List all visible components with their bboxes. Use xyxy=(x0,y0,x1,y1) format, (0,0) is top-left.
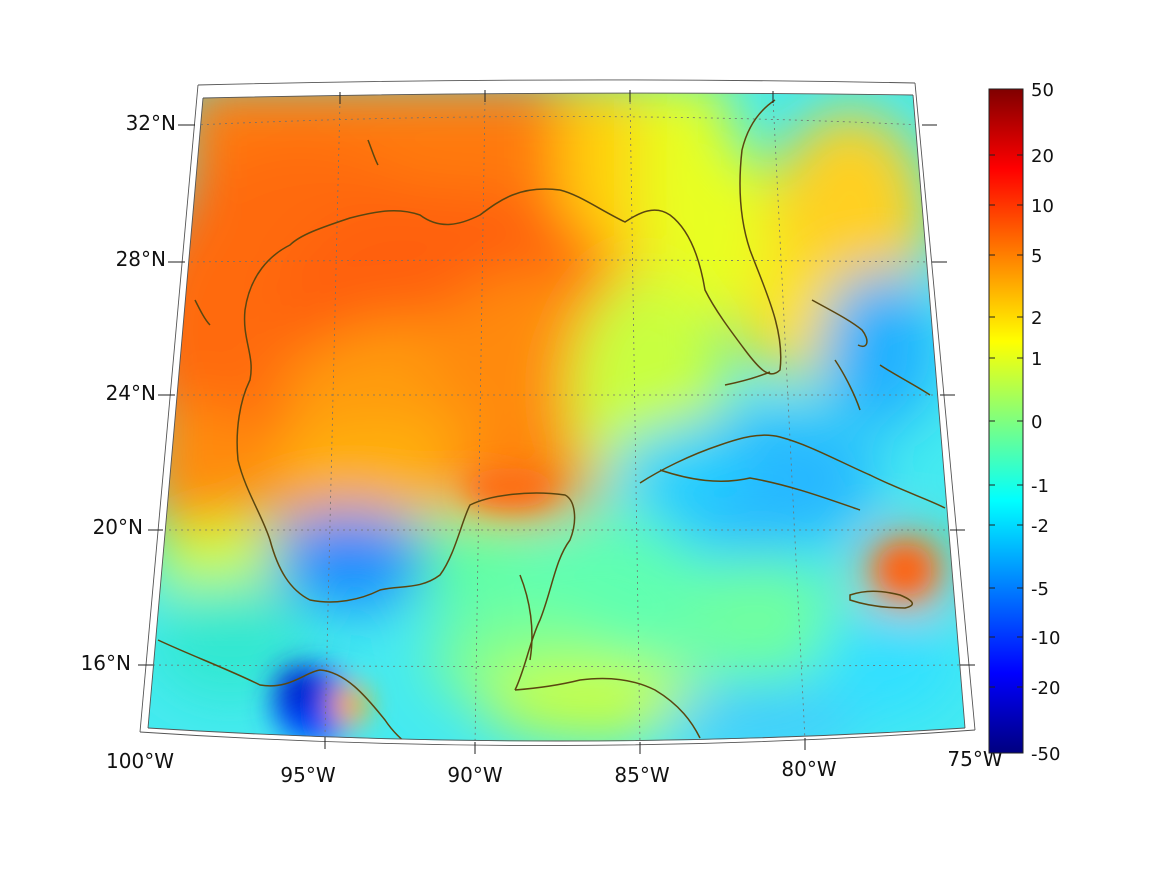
colorbar-label: -20 xyxy=(1031,678,1060,699)
coastlines xyxy=(157,99,946,742)
colorbar-ticks xyxy=(989,154,1023,688)
colorbar-label: 1 xyxy=(1031,349,1042,370)
graticule xyxy=(152,95,961,742)
lon-label: 80°W xyxy=(781,757,836,781)
lon-label: 100°W xyxy=(106,749,174,773)
lat-label: 24°N xyxy=(106,381,156,405)
lat-label: 20°N xyxy=(93,515,143,539)
colorbar-label: 0 xyxy=(1031,412,1042,433)
lat-label: 28°N xyxy=(116,247,166,271)
lon-label: 85°W xyxy=(614,763,669,787)
map-frame xyxy=(139,79,976,746)
colorbar-label: 10 xyxy=(1031,196,1054,217)
longitude-labels: 100°W 95°W 90°W 85°W 80°W 75°W xyxy=(106,747,1003,787)
colorbar-label: -2 xyxy=(1031,516,1049,537)
lat-label: 32°N xyxy=(126,111,176,135)
colorbar-label: -5 xyxy=(1031,579,1049,600)
colorbar-label: 20 xyxy=(1031,146,1054,167)
colorbar-label: 2 xyxy=(1031,308,1042,329)
lat-label: 16°N xyxy=(81,651,131,675)
data-field xyxy=(148,93,965,742)
colorbar-label: -1 xyxy=(1031,476,1049,497)
colorbar: 50 20 10 5 2 1 0 -1 -2 -5 -10 -20 -50 xyxy=(988,80,1060,765)
colorbar-label: -10 xyxy=(1031,628,1060,649)
lon-label: 95°W xyxy=(280,763,335,787)
colorbar-label: 50 xyxy=(1031,80,1054,101)
colorbar-labels: 50 20 10 5 2 1 0 -1 -2 -5 -10 -20 -50 xyxy=(1031,80,1060,765)
colorbar-label: -50 xyxy=(1031,744,1060,765)
latitude-labels: 32°N 28°N 24°N 20°N 16°N xyxy=(81,111,176,675)
colorbar-label: 5 xyxy=(1031,246,1042,267)
frame-ticks xyxy=(138,90,975,754)
lon-label: 90°W xyxy=(447,763,502,787)
